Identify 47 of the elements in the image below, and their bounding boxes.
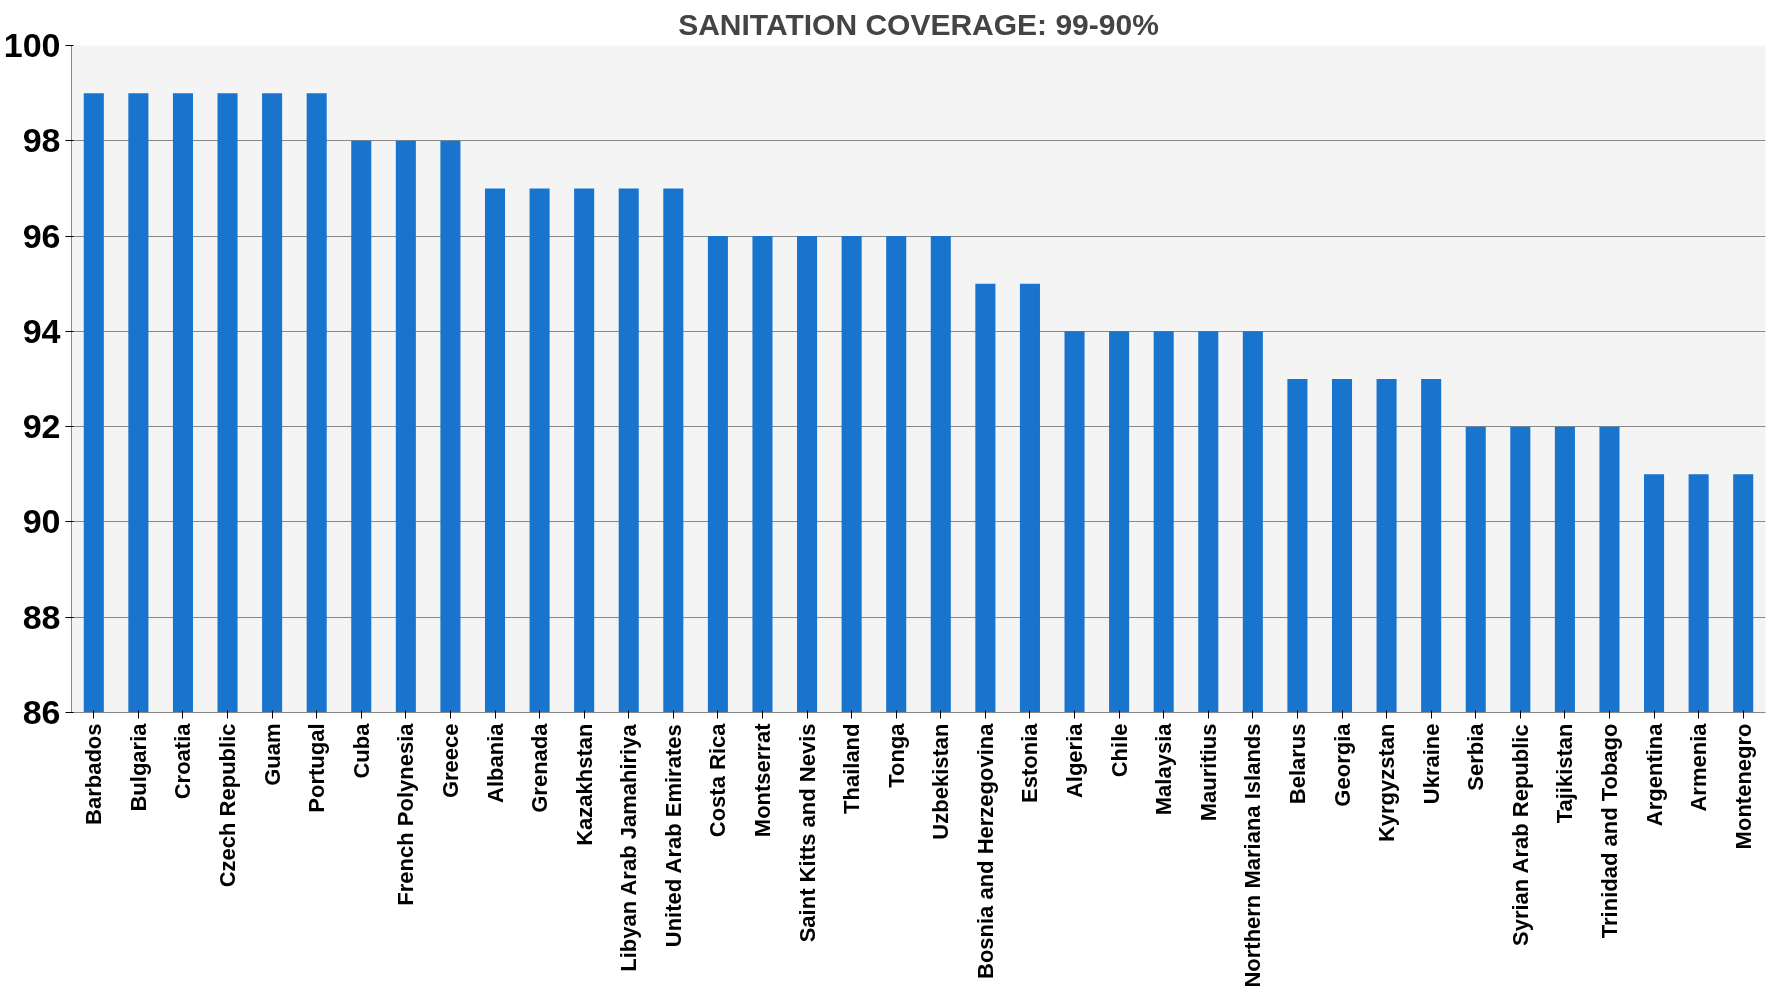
x-tick-label: Czech Republic — [215, 723, 241, 888]
x-tick-label: Kyrgyzstan — [1374, 723, 1400, 843]
x-tick-label: Portugal — [304, 723, 330, 813]
y-tick-label: 100 — [3, 26, 61, 64]
y-tick-label: 92 — [22, 407, 61, 446]
x-tick-label: Bosnia and Herzegovina — [972, 722, 998, 979]
x-tick-label: Croatia — [170, 722, 196, 800]
y-tick-label: 94 — [22, 311, 61, 350]
x-tick-label: Greece — [437, 723, 463, 799]
x-tick-label: Barbados — [81, 723, 107, 825]
y-tick-label: 90 — [22, 502, 61, 541]
x-tick-label: Trinidad and Tobago — [1596, 723, 1622, 939]
x-tick-label: Estonia — [1017, 722, 1043, 803]
x-tick-label: Northern Mariana Islands — [1240, 723, 1266, 988]
x-tick-label: Syrian Arab Republic — [1507, 724, 1533, 946]
x-tick-label: Ukraine — [1418, 723, 1444, 805]
x-tick-label: Saint Kitts and Nevis — [794, 723, 820, 943]
x-tick-label: Bulgaria — [125, 722, 151, 812]
x-tick-label: Montserrat — [749, 722, 775, 838]
x-tick-label: Mauritius — [1195, 723, 1221, 822]
x-tick-label: Argentina — [1641, 722, 1667, 827]
x-tick-label: Belarus — [1284, 723, 1310, 805]
x-tick-label: Georgia — [1329, 722, 1355, 807]
x-tick-label: Uzbekistan — [928, 723, 954, 840]
x-tick-label: Kazakhstan — [571, 723, 597, 846]
x-tick-label: Montenegro — [1730, 723, 1756, 850]
x-tick-label: Tajikistan — [1552, 723, 1578, 824]
x-tick-label: Thailand — [839, 723, 865, 814]
x-tick-label: French Polynesia — [393, 722, 419, 906]
x-tick-label: Serbia — [1463, 722, 1489, 791]
x-tick-label: Malaysia — [1151, 722, 1177, 816]
x-tick-label: Libyan Arab Jamahiriya — [616, 723, 642, 972]
y-tick-label: 86 — [22, 693, 61, 731]
y-tick-label: 98 — [22, 121, 61, 160]
x-tick-label: Cuba — [348, 722, 374, 779]
x-tick-label: Grenada — [527, 722, 553, 813]
x-tick-label: Tonga — [883, 722, 909, 788]
x-tick-label: Armenia — [1686, 722, 1712, 812]
x-tick-label: Albania — [482, 722, 508, 803]
x-tick-label: Guam — [259, 723, 285, 786]
x-tick-label: Chile — [1106, 723, 1132, 778]
x-tick-label: Algeria — [1062, 722, 1088, 799]
x-tick-label: United Arab Emirates — [660, 724, 686, 948]
x-tick-label: Costa Rica — [705, 722, 731, 838]
y-tick-label: 96 — [22, 216, 61, 255]
y-tick-label: 88 — [22, 597, 61, 636]
chart-title: SANITATION COVERAGE: 99-90% — [678, 7, 1159, 41]
